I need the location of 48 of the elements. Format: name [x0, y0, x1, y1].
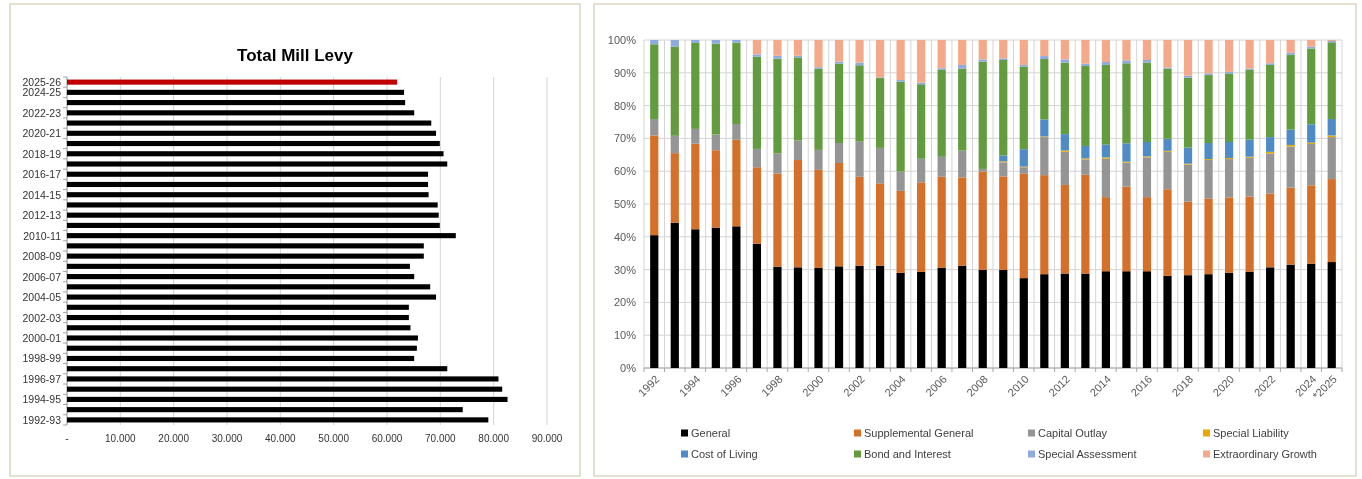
x-tick-label: 90.000: [531, 433, 563, 444]
y-tick-label: 2012-13: [22, 209, 62, 222]
y-tick-label: 1992-93: [22, 413, 62, 426]
legend-label: Capital Outlay: [1038, 427, 1108, 439]
y-tick-label: 2014-15: [22, 188, 62, 201]
y-tick-label: 2020-21: [22, 127, 62, 140]
legend-label: Bond and Interest: [864, 448, 951, 460]
y-tick-label: 90%: [613, 66, 637, 79]
y-tick-label: 60%: [613, 165, 637, 178]
y-tick-label: 2022-23: [22, 106, 62, 119]
legend-label: Cost of Living: [691, 448, 758, 460]
y-tick-label: 20%: [613, 296, 637, 309]
y-tick-label: 70%: [613, 132, 637, 145]
x-tick-label: 10.000: [105, 433, 137, 444]
y-tick-label: 2004-05: [22, 291, 62, 304]
y-tick-label: 40%: [613, 230, 637, 243]
y-tick-label: 2018-19: [22, 147, 62, 160]
y-tick-label: 10%: [613, 329, 637, 342]
legend-label: Special Liability: [1213, 427, 1290, 439]
y-tick-label: 2010-11: [23, 229, 62, 242]
y-tick-label: 1996-97: [22, 372, 62, 385]
x-tick-label: 70.000: [425, 433, 457, 444]
chart-title: Total Mill Levy: [237, 46, 354, 65]
y-tick-label: 100%: [607, 34, 637, 46]
x-tick-label: 20.000: [158, 433, 190, 444]
legend-label: Supplemental General: [864, 427, 974, 439]
y-tick-label: 1994-95: [22, 393, 62, 406]
x-tick-label: 80.000: [478, 433, 510, 444]
y-tick-label: 1998-99: [22, 352, 62, 365]
y-tick-label: 2025-26: [22, 76, 62, 89]
x-tick-label: 60.000: [371, 433, 403, 444]
y-tick-label: 0%: [620, 362, 637, 374]
x-tick-label: 50.000: [318, 433, 350, 444]
y-tick-label: 2000-01: [22, 332, 62, 344]
x-tick-label: 40.000: [265, 433, 297, 444]
y-tick-label: 2008-09: [22, 250, 62, 263]
legend-label: Special Assessment: [1038, 448, 1137, 460]
y-tick-label: 2024-25: [22, 86, 62, 99]
y-tick-label: 2006-07: [22, 270, 62, 283]
x-tick-label: -: [65, 433, 69, 444]
y-tick-label: 30%: [613, 263, 637, 276]
legend-label: Extraordinary Growth: [1213, 448, 1317, 460]
legend-label: General: [691, 427, 731, 439]
y-tick-label: 2002-03: [22, 311, 62, 324]
y-tick-label: 50%: [613, 198, 637, 210]
x-tick-label: 30.000: [211, 433, 243, 444]
y-tick-label: 80%: [613, 99, 637, 112]
y-tick-label: 2016-17: [22, 168, 62, 181]
